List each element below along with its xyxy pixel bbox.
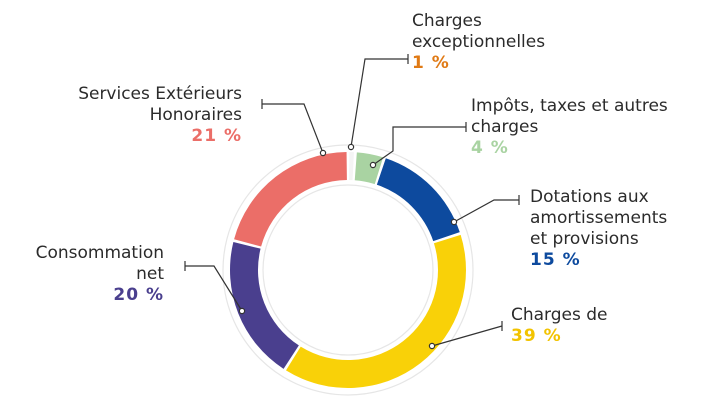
value-dotations: 15 % (530, 250, 581, 270)
label-exceptionnelles-line1: Charges (412, 11, 482, 31)
label-services: Services Extérieurs Honoraires 21 % (40, 84, 242, 147)
donut-inner-outline (262, 184, 434, 356)
leader-dot-dotations (450, 218, 458, 226)
label-consommation: Consommation net 20 % (2, 243, 164, 306)
leader-line-consommation (185, 265, 243, 312)
label-exceptionnelles: Charges exceptionnelles 1 % (412, 11, 545, 74)
value-exceptionnelles: 1 % (412, 53, 450, 73)
leader-line-charges-de (431, 325, 503, 347)
label-dotations-line2: amortissements (530, 208, 668, 228)
donut-slice-charges_de (285, 234, 466, 388)
donut-slice-services (234, 152, 347, 247)
leader-dot-charges-de (428, 342, 436, 350)
label-exceptionnelles-line2: exceptionnelles (412, 32, 546, 52)
label-consommation-line1: Consommation (35, 243, 164, 263)
label-impots-line2: charges (471, 117, 539, 137)
value-services: 21 % (191, 126, 242, 146)
leader-dot-consommation (238, 307, 246, 315)
donut-outer-outline (222, 144, 474, 396)
label-charges-de: Charges de 39 % (511, 305, 608, 347)
leader-line-impots (372, 126, 466, 166)
leader-line-services (262, 103, 324, 154)
label-services-line1: Services Extérieurs (78, 84, 242, 104)
donut-slice-impots (354, 152, 384, 185)
donut-slice-consommation (230, 242, 299, 369)
leader-dot-exceptionnelles (347, 143, 355, 151)
leader-dot-impots (369, 161, 377, 169)
leader-lines (184, 54, 520, 350)
donut-slice-exceptionnelles (349, 152, 354, 181)
label-charges-de-line1: Charges de (511, 305, 608, 325)
label-impots-line1: Impôts, taxes et autres (471, 96, 668, 116)
leader-line-exceptionnelles (350, 58, 408, 148)
donut-slices (230, 152, 466, 388)
label-dotations: Dotations aux amortissements et provisio… (530, 187, 667, 271)
label-dotations-line3: et provisions (530, 229, 639, 249)
value-consommation: 20 % (113, 285, 164, 305)
value-charges-de: 39 % (511, 326, 562, 346)
label-services-line2: Honoraires (149, 105, 242, 125)
value-impots: 4 % (471, 138, 509, 158)
donut-slice-dotations (376, 158, 460, 242)
leader-dot-services (319, 149, 327, 157)
label-impots: Impôts, taxes et autres charges 4 % (471, 96, 668, 159)
label-consommation-line2: net (136, 264, 164, 284)
label-dotations-line1: Dotations aux (530, 187, 649, 207)
leader-line-dotations (453, 199, 519, 223)
